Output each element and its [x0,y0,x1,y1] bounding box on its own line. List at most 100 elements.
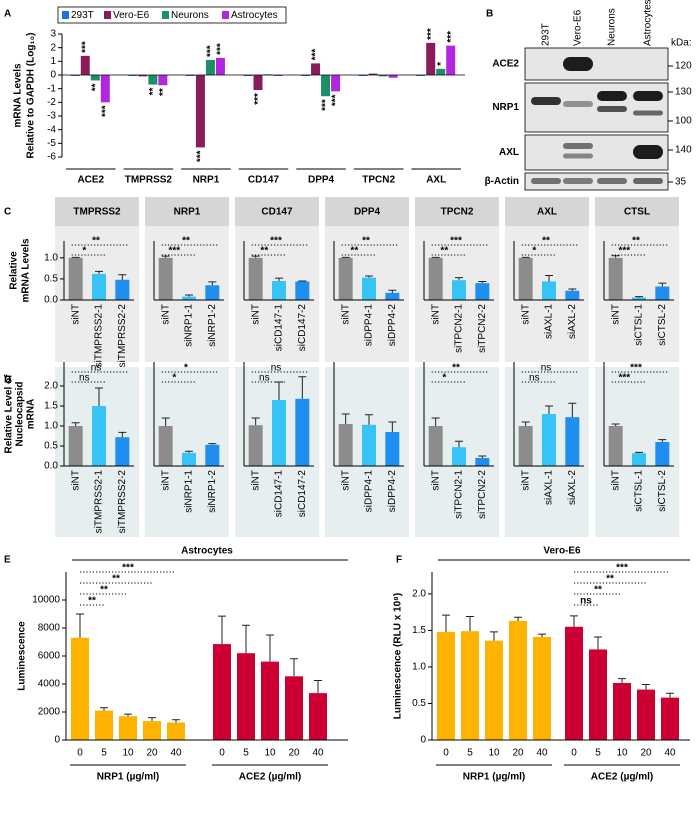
error-bar [314,680,322,694]
bar [608,426,623,466]
x-tick-label: siNT [340,304,351,325]
error-bar [388,289,397,293]
error-bar [275,277,283,282]
x-tick-label: siDPP4-1 [364,470,375,513]
legend-label: 293T [71,10,94,21]
y-tick-label: 0.5 [44,441,58,452]
x-tick-label: siAXL-1 [544,470,555,505]
y-axis-label: Luminescence (RLU x 10⁸) [393,593,404,719]
x-tick-label: siAXL-2 [567,470,578,505]
y-tick-label: 8000 [38,623,61,634]
error-bar [95,387,103,406]
bar [237,653,255,740]
bar [542,281,556,300]
band [597,178,627,184]
x-tick-label: siNT [70,304,81,325]
x-tick-label: siCD147-2 [297,304,308,352]
error-bar [161,417,170,426]
significance-label: *** [270,236,282,247]
significance-label: * [532,246,536,257]
x-tick-label: siTMPRSS2-1 [94,304,105,368]
bar [613,683,631,740]
y-tick-label: -4 [47,124,56,135]
x-tick-label: siNRP1-2 [207,470,218,513]
marker-label: 120 [675,61,692,72]
y-tick-label: 1.0 [44,421,58,432]
y-tick-label: 3 [50,29,56,40]
x-tick-label: 10 [122,748,134,759]
row-label: β-Actin [485,176,519,187]
bar [565,290,580,300]
significance-label: ns [529,373,540,384]
panel-letter: C [4,207,11,218]
panel-letter: D [4,375,11,386]
x-tick-label: siCTSL-2 [657,470,668,512]
panel-letter: B [486,9,493,20]
x-tick-label: 5 [595,748,601,759]
significance-label: ns [79,373,90,384]
x-tick-label: siDPP4-2 [387,304,398,347]
bar [285,676,303,740]
group-label: NRP1 (µg/ml) [97,772,159,783]
y-tick-label: -1 [47,83,56,94]
error-bar [666,692,674,698]
band [633,178,663,184]
error-bar [341,413,350,424]
bar [338,424,353,466]
significance-label: ns [580,596,592,607]
bar [80,55,90,75]
bar [119,716,137,740]
y-tick-label: 0.0 [44,461,58,472]
bar [358,75,368,76]
significance-label: ** [100,585,108,596]
y-axis-label: Luminescence [17,621,28,691]
row-label: AXL [499,147,519,158]
x-tick-label: siTPCN2-1 [454,304,465,353]
band [597,106,627,112]
x-tick-label: siAXL-1 [544,304,555,339]
x-tick-label: siTPCN2-1 [454,470,465,519]
error-bar [118,431,127,438]
y-tick-label: 1.0 [44,252,58,263]
bar [518,426,533,466]
marker-label: 100 [675,116,692,127]
significance-label: ns [259,373,270,384]
error-bar [185,294,193,297]
bar [182,452,196,466]
significance-label: * [442,373,446,384]
error-bar [118,274,127,280]
chart-title: CTSL [624,207,650,218]
x-tick-label: siNT [610,470,621,491]
bar [338,257,353,300]
panel-letter: E [4,555,11,566]
significance-label: *** [196,150,207,162]
error-bar [466,616,474,632]
y-tick-label: 1.0 [412,662,426,673]
x-tick-label: siNRP1-2 [207,304,218,347]
x-tick-label: siAXL-2 [567,304,578,339]
panel-header [235,197,319,226]
chart-title: TPCN2 [441,207,474,218]
band [633,145,663,159]
x-tick-label: 40 [536,748,548,759]
significance-label: * [184,363,188,374]
marker-label: 35 [675,177,687,188]
significance-label: *** [426,28,437,40]
bar [446,45,456,75]
bar [92,406,106,466]
x-tick-label: 5 [467,748,473,759]
x-tick-label: siNT [340,470,351,491]
x-tick-label: siNRP1-1 [184,304,195,347]
bar [518,257,533,300]
x-tick-label: 20 [146,748,158,759]
significance-label: ** [158,88,169,96]
error-bar [478,455,487,458]
bar [461,631,479,740]
x-tick-label: 10 [616,748,628,759]
band [563,153,593,159]
bar [167,722,185,740]
x-tick-label: siNT [430,470,441,491]
significance-label: ** [452,363,460,374]
significance-label: *** [122,563,134,574]
